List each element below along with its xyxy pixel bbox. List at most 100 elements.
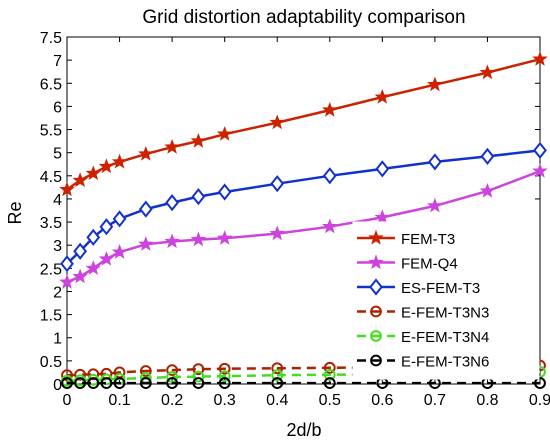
legend-label: FEM-Q4 <box>401 256 458 273</box>
y-tick-label: 5.5 <box>40 123 62 140</box>
y-tick-label: 6.5 <box>40 76 62 93</box>
y-tick-label: 7.5 <box>40 30 62 47</box>
data-point <box>479 64 496 80</box>
data-point <box>164 138 180 154</box>
data-point <box>73 242 88 260</box>
data-point <box>85 260 101 275</box>
data-point <box>166 364 179 377</box>
data-point <box>138 200 153 218</box>
data-point <box>72 172 88 188</box>
data-point <box>374 209 391 225</box>
series-fem-q4 <box>59 163 548 289</box>
x-tick-label: 0.2 <box>161 392 183 409</box>
data-point <box>85 165 101 181</box>
x-tick-label: 0.1 <box>108 392 130 409</box>
data-point <box>72 268 88 284</box>
y-tick-label: 2 <box>53 284 62 301</box>
data-point <box>322 218 338 234</box>
data-point <box>111 153 128 169</box>
data-point <box>100 373 113 386</box>
data-point <box>271 377 284 389</box>
axes-box <box>66 36 541 385</box>
data-point <box>192 370 205 383</box>
data-point <box>111 243 128 259</box>
data-point <box>87 368 100 381</box>
data-point <box>323 377 336 389</box>
data-point <box>216 230 233 245</box>
data-point <box>138 145 154 161</box>
data-point <box>480 147 495 165</box>
x-tick-label: 0.6 <box>371 392 393 409</box>
data-point <box>164 233 180 249</box>
data-point <box>165 194 179 212</box>
legend-marker <box>368 254 384 270</box>
data-point <box>60 255 74 273</box>
y-tick-label: 2.5 <box>40 261 62 278</box>
y-axis-label: Re <box>5 201 25 224</box>
y-tick-label: 4.5 <box>40 169 62 186</box>
x-tick-label: 0 <box>63 392 72 409</box>
y-tick-label: 1 <box>53 331 62 348</box>
data-point <box>534 377 546 389</box>
y-tick-label: 4 <box>53 192 62 209</box>
x-tick-label: 0.4 <box>266 392 288 409</box>
legend-marker <box>369 278 383 296</box>
series-e-fem-t3n6 <box>61 377 546 389</box>
legend-label: E-FEM-T3N3 <box>401 305 489 322</box>
data-point <box>138 236 154 251</box>
legend-label: ES-FEM-T3 <box>401 280 480 297</box>
data-point <box>218 370 231 383</box>
data-point <box>100 377 113 389</box>
y-tick-label: 0.5 <box>40 354 62 371</box>
data-point <box>190 132 207 148</box>
data-point <box>139 377 152 389</box>
data-point <box>113 377 126 389</box>
y-tick-label: 5 <box>53 146 62 163</box>
series-es-fem-t3 <box>60 141 547 273</box>
data-point <box>271 369 284 382</box>
data-point <box>427 76 443 92</box>
legend: FEM-T3 FEM-Q4 ES-FEM-T3 E-FEM-T3N3 E-FEM-T3N… <box>352 221 540 380</box>
data-point <box>59 274 75 289</box>
data-point <box>374 88 391 104</box>
data-point <box>99 218 114 236</box>
data-point <box>74 368 87 381</box>
data-point <box>112 210 127 228</box>
data-point <box>98 250 115 266</box>
legend-label: FEM-T3 <box>401 231 455 248</box>
data-point <box>216 126 233 141</box>
data-point <box>191 188 206 206</box>
data-point <box>270 175 285 193</box>
data-point <box>87 377 100 389</box>
data-point <box>218 362 231 375</box>
data-point <box>427 197 443 213</box>
y-tick-label: 3 <box>53 238 62 255</box>
legend-box <box>352 221 540 380</box>
legend-marker <box>370 354 382 367</box>
data-point <box>375 160 390 178</box>
data-point <box>323 361 336 374</box>
data-point <box>533 141 547 159</box>
data-point <box>323 368 336 381</box>
legend-marker <box>370 305 382 318</box>
data-point <box>98 158 115 174</box>
x-tick-label: 0.9 <box>529 392 550 409</box>
x-tick-label: 0.7 <box>424 392 446 409</box>
data-point <box>269 225 286 241</box>
data-point <box>218 377 231 389</box>
data-point <box>532 163 548 178</box>
x-tick-label: 0.8 <box>476 392 498 409</box>
legend-label: E-FEM-T3N6 <box>401 354 489 371</box>
data-point <box>269 114 285 130</box>
data-point <box>139 365 152 377</box>
y-tick-label: 7 <box>53 53 62 70</box>
y-tick-label: 1.5 <box>40 308 62 325</box>
data-point <box>322 167 337 185</box>
data-point <box>86 228 101 246</box>
y-tick-label: 6 <box>53 99 62 116</box>
data-point <box>192 363 205 376</box>
data-point <box>192 377 205 389</box>
y-tick-label: 3.5 <box>40 215 62 232</box>
data-point <box>479 182 496 198</box>
